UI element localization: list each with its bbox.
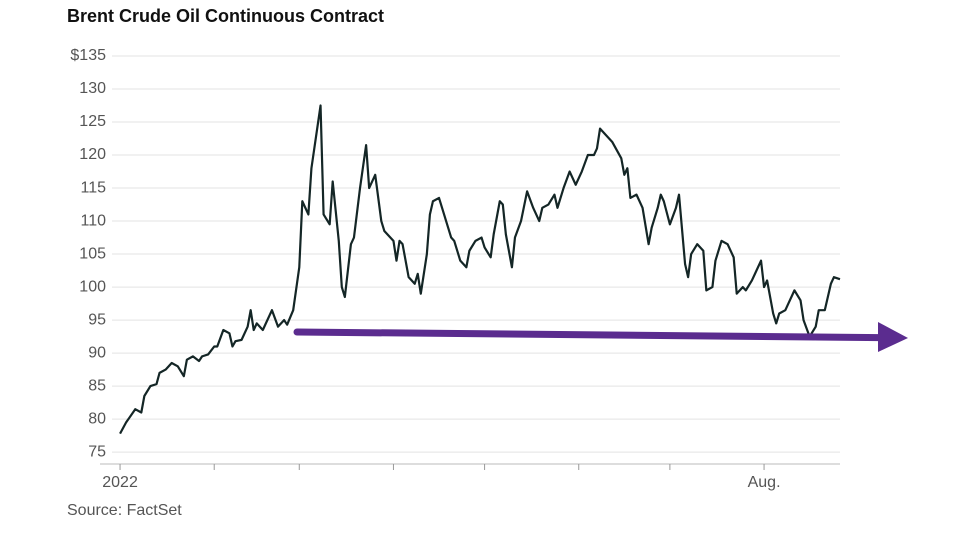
chart-title: Brent Crude Oil Continuous Contract <box>67 6 384 26</box>
y-tick-label: 95 <box>88 311 106 328</box>
arrow-head <box>878 322 908 352</box>
x-tick-label: Aug. <box>748 474 781 491</box>
price-line <box>119 104 841 435</box>
y-tick-label: $135 <box>70 47 106 64</box>
y-tick-label: 80 <box>88 410 106 427</box>
y-tick-label: 120 <box>79 146 106 163</box>
source-note: Source: FactSet <box>67 502 182 519</box>
x-tick-label: 2022 <box>102 474 138 491</box>
y-tick-label: 100 <box>79 278 106 295</box>
y-tick-label: 110 <box>80 212 106 229</box>
trend-arrow <box>293 322 908 352</box>
y-tick-label: 85 <box>88 377 106 394</box>
y-tick-label: 105 <box>79 245 106 262</box>
y-tick-label: 90 <box>88 344 106 361</box>
y-tick-label: 115 <box>80 179 106 196</box>
y-tick-label: 125 <box>79 113 106 130</box>
arrow-shaft <box>293 328 884 342</box>
y-tick-label: 75 <box>88 443 106 460</box>
y-tick-label: 130 <box>79 80 106 97</box>
